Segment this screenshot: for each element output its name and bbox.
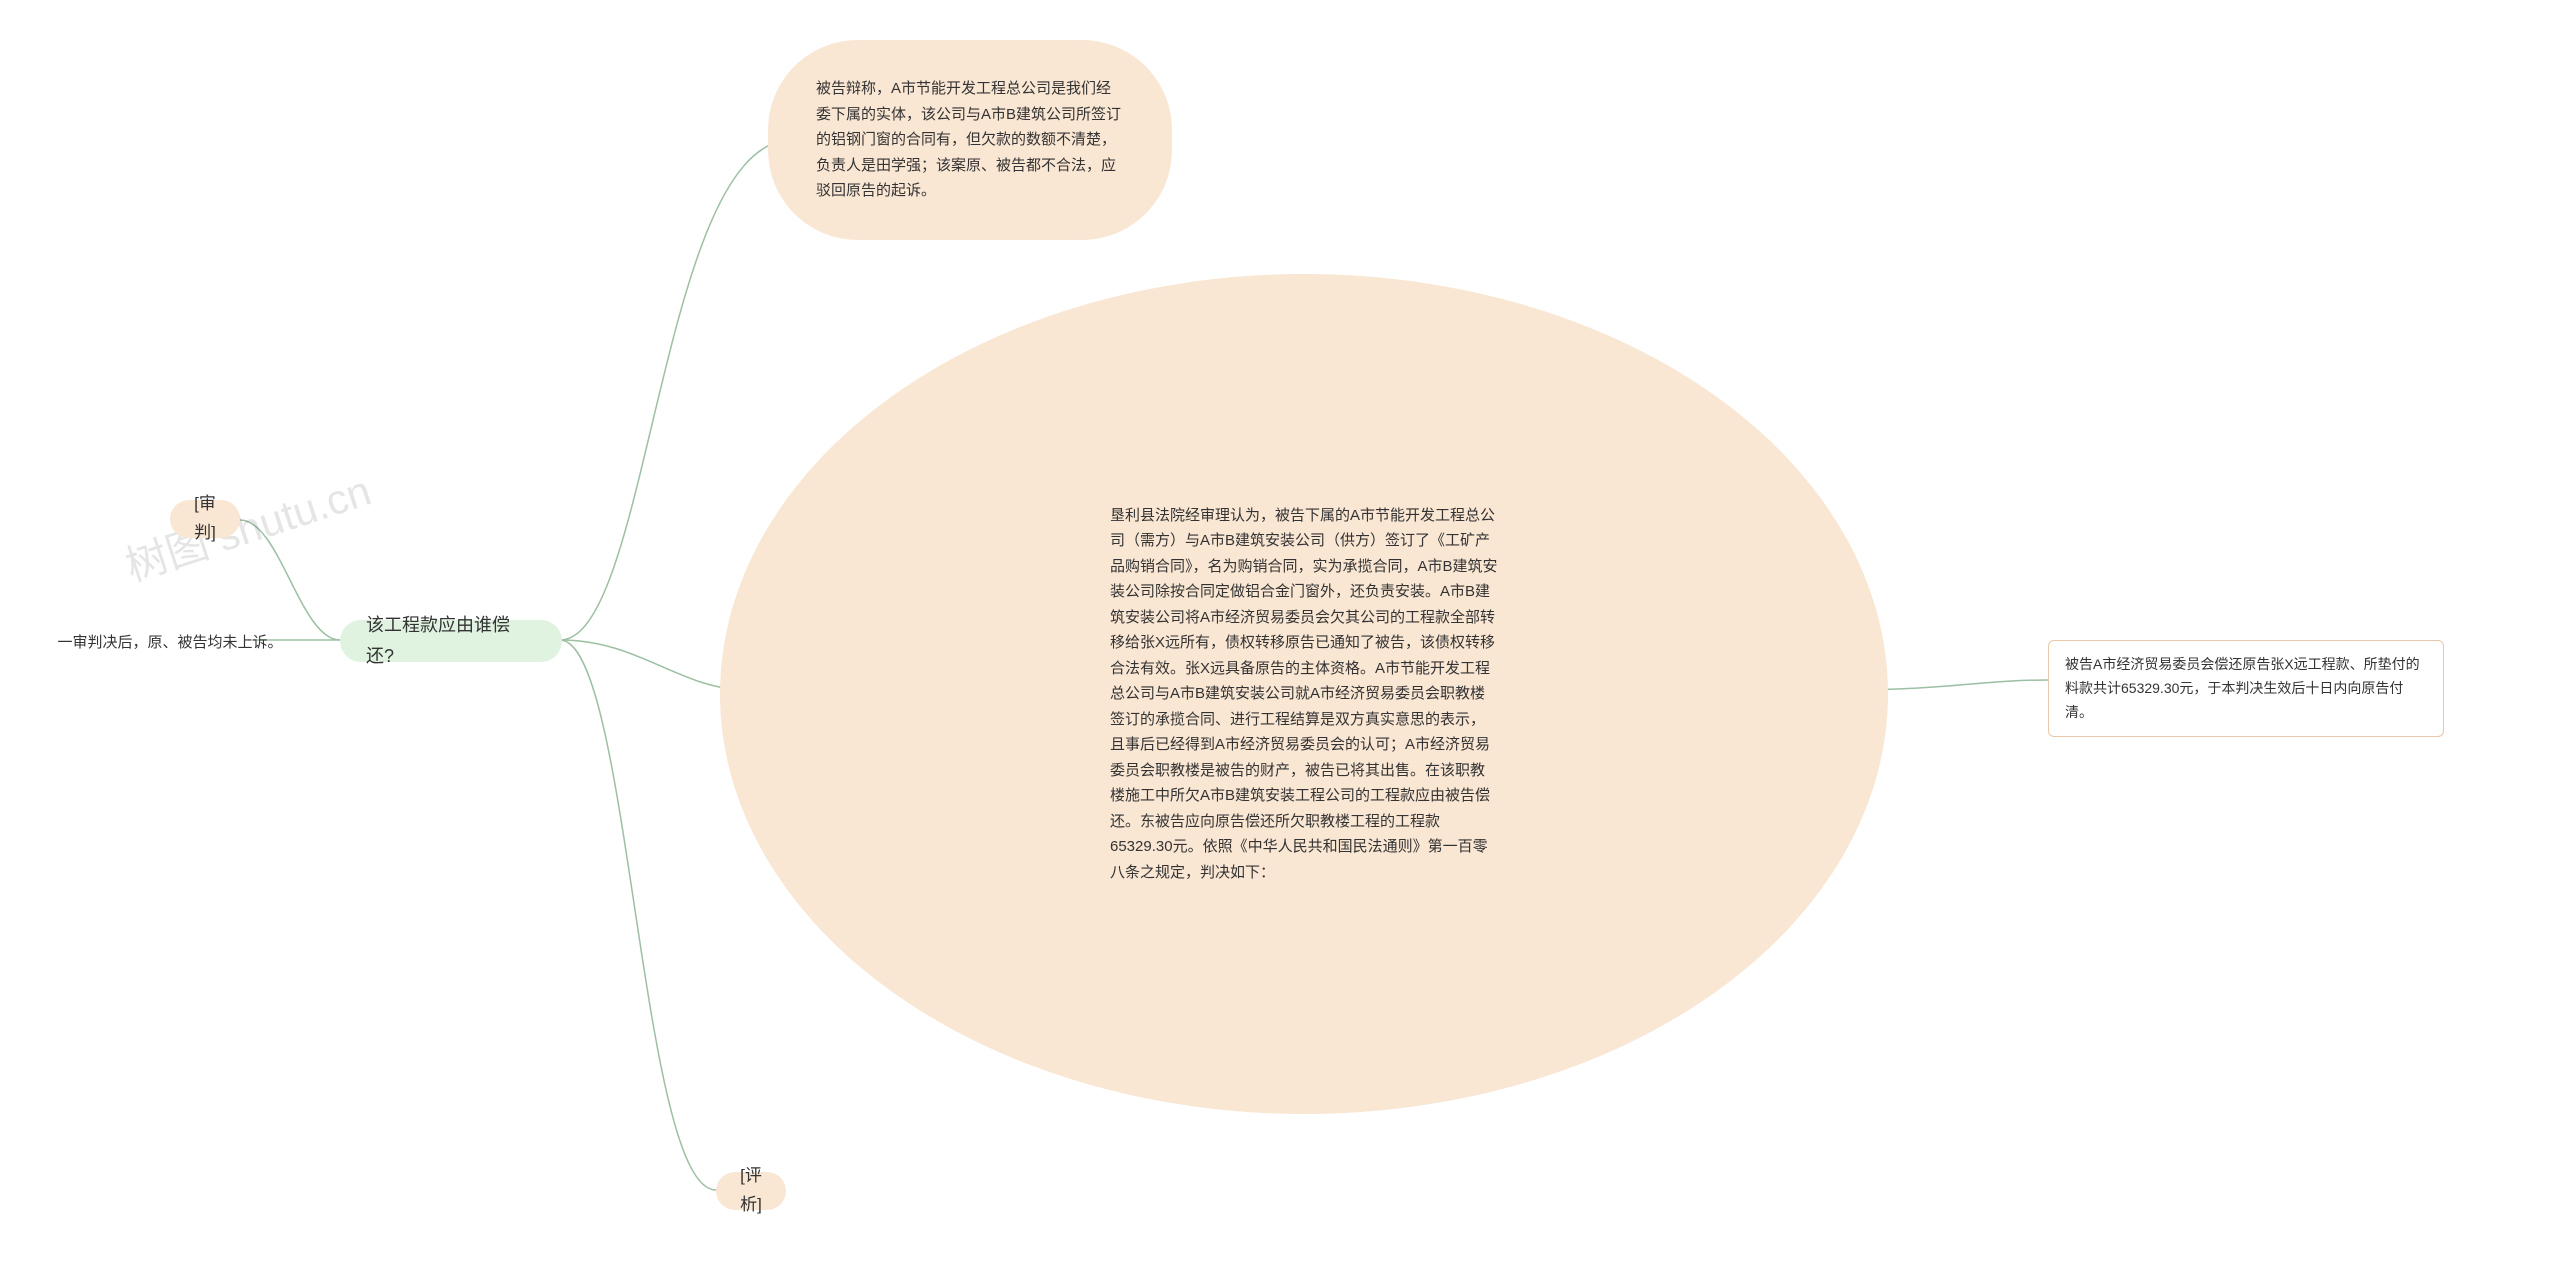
- node-trial-label: [审判]: [194, 490, 216, 548]
- node-judgment[interactable]: 被告A市经济贸易委员会偿还原告张X远工程款、所垫付的料款共计65329.30元，…: [2048, 640, 2444, 737]
- node-defendant-claim[interactable]: 被告辩称，A市节能开发工程总公司是我们经委下属的实体，该公司与A市B建筑公司所签…: [768, 40, 1172, 240]
- node-defendant-claim-text: 被告辩称，A市节能开发工程总公司是我们经委下属的实体，该公司与A市B建筑公司所签…: [816, 76, 1124, 204]
- node-analysis-label: [评析]: [740, 1162, 762, 1220]
- watermark-1: 树图 shutu.cn: [117, 457, 378, 594]
- center-node[interactable]: 该工程款应由谁偿还?: [340, 620, 562, 662]
- center-node-label: 该工程款应由谁偿还?: [366, 610, 536, 671]
- node-judgment-text: 被告A市经济贸易委员会偿还原告张X远工程款、所垫付的料款共计65329.30元，…: [2065, 653, 2427, 724]
- node-trial[interactable]: [审判]: [170, 500, 240, 538]
- node-conclusion-text: 一审判决后，原、被告均未上诉。: [57, 630, 282, 656]
- node-court-opinion[interactable]: 垦利县法院经审理认为，被告下属的A市节能开发工程总公司（需方）与A市B建筑安装公…: [720, 274, 1888, 1114]
- node-conclusion: 一审判决后，原、被告均未上诉。: [30, 630, 310, 656]
- node-analysis[interactable]: [评析]: [716, 1172, 786, 1210]
- node-court-opinion-text: 垦利县法院经审理认为，被告下属的A市节能开发工程总公司（需方）与A市B建筑安装公…: [1110, 503, 1498, 886]
